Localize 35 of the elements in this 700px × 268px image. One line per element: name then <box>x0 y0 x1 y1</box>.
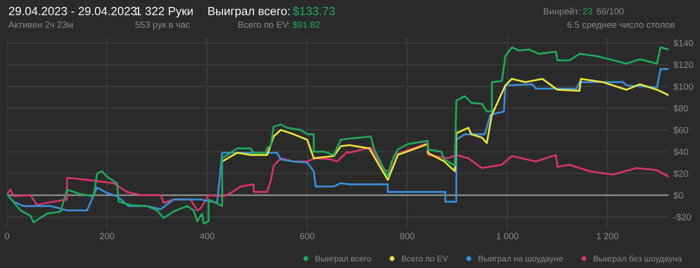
y-tick-label: $120 <box>673 61 694 69</box>
legend-label: Выиграл всего <box>316 256 371 264</box>
y-tick-label: $60 <box>673 126 688 134</box>
text: 66/100 <box>596 8 624 14</box>
legend-label: Выиграл без шоудауна <box>594 255 682 264</box>
y-tick-label: -$20 <box>674 214 692 221</box>
line-series <box>7 142 668 212</box>
text: Винрейт: <box>544 8 580 16</box>
text: $91.82 <box>292 21 320 28</box>
x-tick-label: 600 <box>300 232 314 240</box>
line-series <box>221 78 668 181</box>
x-tick-label: 1 000 <box>496 232 518 240</box>
y-tick-label: $0 <box>673 192 684 200</box>
text: $133.73 <box>292 6 335 16</box>
text: 1 322 Руки <box>136 6 193 18</box>
text: Выиграл всего: <box>208 6 290 18</box>
x-tick-label: 0 <box>4 232 10 240</box>
x-tick-label: 1 200 <box>596 232 618 240</box>
y-tick-label: $100 <box>673 83 694 90</box>
chart-subtitle: Активен 2ч 23м <box>8 21 73 28</box>
x-tick-label: 400 <box>200 232 214 240</box>
y-tick-label: $20 <box>673 170 688 178</box>
legend-label: Всего по EV <box>402 256 448 262</box>
legend-label: Выиграл на шоудауне <box>478 256 563 264</box>
y-tick-label: $40 <box>673 148 688 156</box>
y-tick-label: $80 <box>673 104 688 112</box>
line-series <box>7 46 668 224</box>
text: 553 рук в час <box>135 21 190 30</box>
x-tick-label: 800 <box>400 232 414 240</box>
text: 23 <box>582 8 592 14</box>
chart-title: 29.04.2023 - 29.04.2023 <box>8 6 137 16</box>
text: 6.5 среднее число столов <box>567 21 675 30</box>
text: Всего по EV: <box>238 22 290 28</box>
x-tick-label: 200 <box>100 232 114 240</box>
y-tick-label: $140 <box>673 40 694 47</box>
